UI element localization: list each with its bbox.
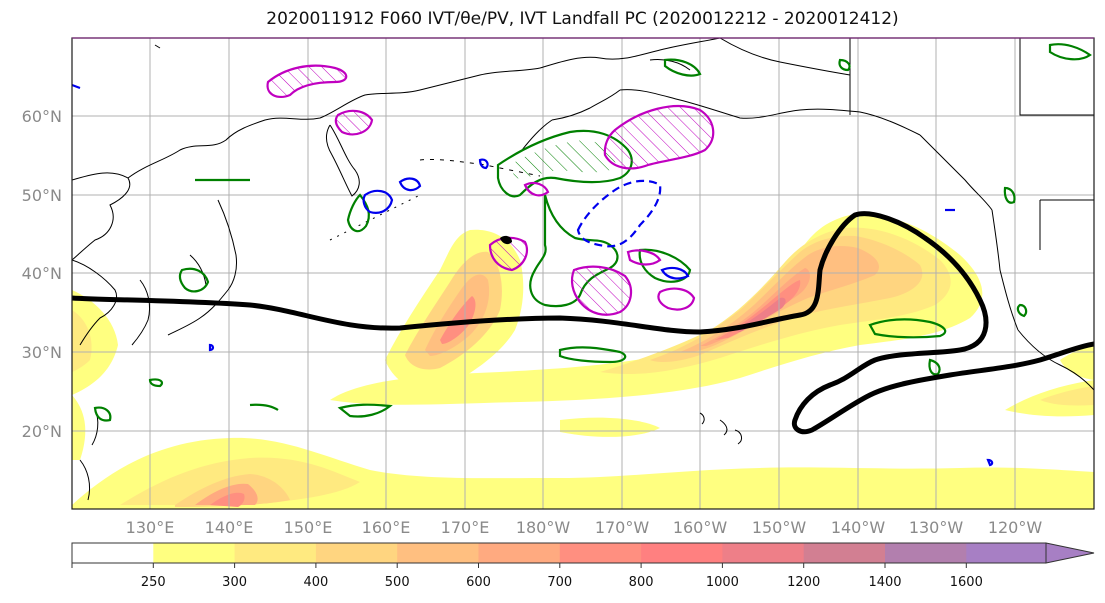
colorbar-segment <box>966 543 1046 563</box>
lon-label-160w: 160°W <box>673 518 728 537</box>
lon-label-140w: 140°W <box>831 518 886 537</box>
map-title: 2020011912 F060 IVT/θe/PV, IVT Landfall … <box>266 9 899 29</box>
colorbar-ticks: 250 300 400 500 600 700 800 1000 1200 1400 1600 <box>71 563 983 590</box>
colorbar-segment <box>315 543 398 563</box>
ivt-pc-spot <box>500 235 512 245</box>
colorbar-segment <box>234 543 317 563</box>
colorbar-segment <box>153 543 236 563</box>
colorbar-tick-label: 800 <box>629 575 654 590</box>
colorbar-tick-label: 1200 <box>787 575 820 590</box>
colorbar-tick-label: 1000 <box>706 575 739 590</box>
colorbar-segments <box>72 543 1046 563</box>
theta-e-contours <box>93 43 1092 422</box>
colorbar-segment <box>72 543 154 563</box>
colorbar-segment <box>641 543 723 563</box>
lon-label-120w: 120°W <box>988 518 1043 537</box>
lat-label-60n: 60°N <box>22 107 62 126</box>
colorbar-segment <box>803 543 886 563</box>
coastlines <box>72 38 1094 501</box>
colorbar-segment <box>722 543 805 563</box>
colorbar-tick-label: 250 <box>141 575 166 590</box>
colorbar-segment <box>478 543 561 563</box>
lon-label-140e: 140°E <box>205 518 254 537</box>
lat-label-20n: 20°N <box>22 422 62 441</box>
lon-label-160e: 160°E <box>362 518 411 537</box>
lat-label-30n: 30°N <box>22 343 62 362</box>
lon-label-130w: 130°W <box>909 518 964 537</box>
colorbar-tick-label: 500 <box>385 575 410 590</box>
lon-labels: 130°E 140°E 150°E 160°E 170°E 180°W 170°… <box>126 518 1043 537</box>
colorbar-tick-label: 600 <box>466 575 491 590</box>
lon-label-130e: 130°E <box>126 518 175 537</box>
colorbar-tick-label: 1400 <box>868 575 901 590</box>
lon-label-170e: 170°E <box>441 518 490 537</box>
lon-label-150e: 150°E <box>284 518 333 537</box>
colorbar-segment <box>559 543 642 563</box>
lat-label-40n: 40°N <box>22 264 62 283</box>
colorbar-segment <box>885 543 967 563</box>
lat-label-50n: 50°N <box>22 186 62 205</box>
colorbar: 250 300 400 500 600 700 800 1000 1200 1400 1600 <box>71 542 1095 590</box>
pv-negative-contours <box>72 83 994 467</box>
lon-label-150w: 150°W <box>752 518 807 537</box>
ivt-landfall-pc-contour <box>72 211 1094 435</box>
lon-label-180w: 180°W <box>516 518 571 537</box>
theta-e-hatch <box>510 140 616 179</box>
colorbar-tick-label: 700 <box>547 575 572 590</box>
colorbar-tick-label: 1600 <box>950 575 983 590</box>
colorbar-frame <box>71 542 1047 564</box>
colorbar-extend-arrow <box>1045 542 1095 564</box>
colorbar-tick-label: 400 <box>303 575 328 590</box>
colorbar-tick-label: 300 <box>222 575 247 590</box>
lon-label-170w: 170°W <box>595 518 650 537</box>
colorbar-segment <box>397 543 479 563</box>
lat-labels: 60°N 50°N 40°N 30°N 20°N <box>22 107 62 441</box>
